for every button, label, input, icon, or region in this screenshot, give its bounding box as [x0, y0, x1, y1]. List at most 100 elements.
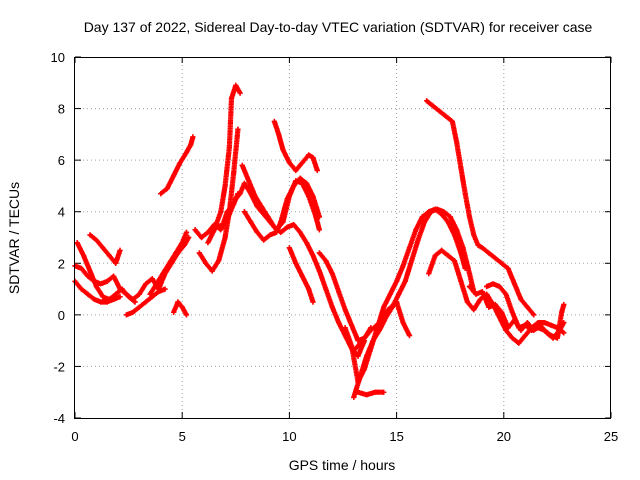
data-point	[297, 229, 303, 235]
data-point	[509, 335, 515, 341]
data-point-markers	[424, 98, 537, 318]
data-point	[516, 325, 522, 331]
data-point	[541, 319, 548, 326]
data-point	[237, 90, 243, 96]
data-point	[376, 327, 383, 333]
data-point	[505, 325, 511, 331]
data-point	[505, 265, 511, 272]
data-point	[192, 227, 198, 233]
data-point	[381, 304, 387, 310]
data-point	[466, 271, 473, 277]
axis-ticks: 0 5 10 15 20 25 -4 -2 0 2 4 6 8 10	[51, 50, 619, 444]
data-point	[316, 268, 323, 274]
data-point	[406, 332, 413, 339]
data-point	[271, 118, 277, 125]
data-point	[466, 214, 473, 220]
data-point	[297, 175, 303, 181]
data-point	[518, 296, 524, 302]
data-point	[104, 299, 110, 305]
data-point	[385, 307, 391, 313]
data-point	[477, 296, 483, 302]
data-point	[222, 183, 228, 189]
data-point	[336, 289, 342, 295]
data-point	[216, 258, 222, 264]
data-point-markers	[87, 232, 123, 266]
data-point	[149, 276, 155, 282]
data-point	[548, 322, 554, 328]
data-point	[117, 247, 123, 253]
data-point	[531, 312, 537, 318]
data-point	[310, 299, 316, 305]
data-point	[276, 131, 282, 137]
data-point	[310, 154, 316, 161]
data-point	[370, 338, 376, 344]
data-point	[409, 258, 415, 264]
data-point	[402, 278, 408, 284]
series-track-14	[241, 175, 323, 243]
y-tick-label: 2	[58, 256, 65, 271]
data-point	[93, 237, 100, 243]
data-point	[126, 294, 132, 300]
data-point	[198, 234, 205, 241]
data-point	[415, 237, 421, 243]
data-point	[110, 273, 117, 279]
data-point	[226, 144, 232, 150]
data-point	[460, 245, 466, 251]
data-point	[80, 252, 87, 259]
data-point	[449, 118, 455, 125]
data-point-markers	[355, 389, 387, 398]
data-point	[218, 209, 224, 215]
data-point	[511, 281, 518, 287]
data-point	[233, 82, 239, 88]
data-point	[205, 240, 211, 246]
data-point	[351, 394, 357, 400]
data-point	[554, 335, 560, 341]
data-point	[222, 234, 228, 241]
data-point	[316, 227, 323, 233]
y-tick-label: 10	[51, 50, 65, 65]
data-point	[280, 147, 286, 153]
data-point	[177, 160, 183, 166]
data-point	[173, 250, 179, 256]
x-tick-label: 10	[282, 429, 296, 444]
data-point	[473, 291, 479, 297]
data-point	[164, 185, 170, 192]
data-point	[171, 173, 177, 179]
data-point	[443, 113, 449, 119]
data-point	[372, 389, 378, 395]
data-point	[428, 209, 434, 215]
data-point	[451, 258, 458, 264]
y-tick-label: 0	[58, 308, 65, 323]
data-point	[471, 307, 477, 313]
data-point	[286, 245, 292, 251]
data-point	[119, 286, 125, 292]
data-point	[160, 271, 166, 277]
data-point	[239, 162, 245, 168]
data-point	[261, 237, 267, 243]
data-point	[387, 291, 393, 297]
data-point	[445, 252, 451, 259]
data-point	[490, 281, 496, 287]
data-point	[400, 319, 406, 326]
data-point	[248, 219, 254, 225]
data-point	[228, 203, 235, 210]
data-point	[153, 281, 160, 287]
data-point	[209, 268, 215, 274]
data-point	[132, 299, 138, 305]
data-point	[241, 209, 247, 215]
data-point	[355, 389, 361, 395]
data-point	[87, 232, 93, 238]
data-point	[413, 227, 419, 233]
data-point	[278, 219, 284, 225]
data-point	[246, 178, 252, 184]
data-point	[136, 291, 142, 297]
data-point	[492, 255, 498, 261]
series-track-25	[484, 281, 567, 341]
data-point	[233, 196, 239, 202]
y-tick-label: 4	[58, 205, 65, 220]
data-point	[74, 240, 80, 246]
data-point	[207, 229, 213, 235]
data-point	[522, 322, 528, 328]
data-point	[432, 252, 438, 259]
data-point	[306, 286, 312, 292]
